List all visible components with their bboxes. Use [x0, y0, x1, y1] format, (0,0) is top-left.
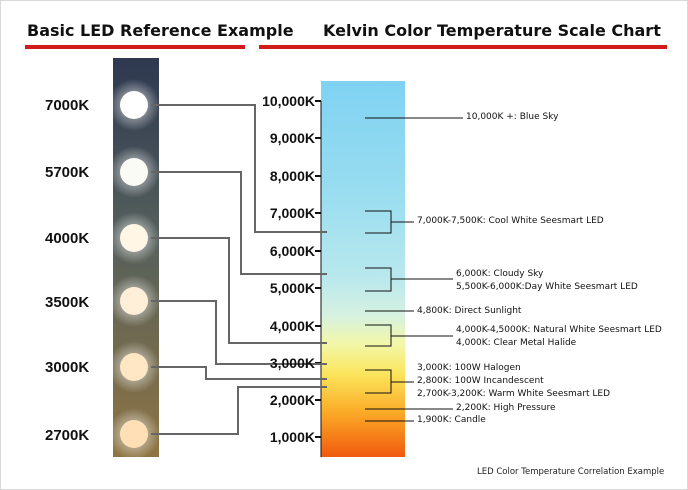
kelvin-scale-title: Kelvin Color Temperature Scale Chart	[323, 21, 661, 40]
tick-label-4000k: 4,000K	[269, 318, 315, 334]
note-cloudy-sky: 6,000K: Cloudy Sky	[456, 269, 544, 279]
led-group	[108, 79, 160, 460]
footer-caption: LED Color Temperature Correlation Exampl…	[477, 467, 665, 477]
note-day-white: 5,500K-6,000K:Day White Seesmart LED	[456, 282, 638, 292]
annotation-leaders	[365, 117, 463, 422]
tick-label-1000k: 1,000K	[269, 429, 315, 445]
led-2700k	[120, 420, 148, 448]
kelvin-color-bar	[321, 81, 405, 457]
tick-label-3000k: 3,000K	[269, 355, 315, 371]
note-incandescent: 2,800K: 100W Incandescent	[417, 376, 544, 386]
led-label-2700k: 2700K	[45, 427, 90, 444]
note-direct-sunlight: 4,800K: Direct Sunlight	[417, 306, 522, 316]
connector-5700k	[151, 171, 327, 275]
connector-4000k	[151, 237, 327, 344]
connector-3500k	[151, 300, 327, 365]
tick-label-7000k: 7,000K	[269, 205, 315, 221]
led-reference-title: Basic LED Reference Example	[27, 21, 294, 40]
led-7000k	[120, 91, 148, 119]
led-3500k	[120, 287, 148, 315]
note-cool-white: 7,000K-7,500K: Cool White Seesmart LED	[417, 216, 604, 226]
tick-label-8000k: 8,000K	[269, 168, 315, 184]
tick-label-9000k: 9,000K	[269, 130, 315, 146]
led-5700k	[120, 158, 148, 186]
note-halogen: 3,000K: 100W Halogen	[417, 363, 521, 373]
note-metal-halide: 4,000K: Clear Metal Halide	[456, 338, 577, 348]
tick-label-5000k: 5,000K	[269, 280, 315, 296]
note-high-pressure: 2,200K: High Pressure	[456, 403, 556, 413]
note-candle: 1,900K: Candle	[417, 415, 486, 425]
led-label-7000k: 7000K	[45, 97, 90, 114]
tick-label-10000k: 10,000K	[262, 93, 315, 109]
right-title-underline	[259, 45, 667, 49]
note-natural-white: 4,000K-4,5000K: Natural White Seesmart L…	[456, 325, 662, 335]
led-4000k	[120, 224, 148, 252]
left-title-underline	[25, 45, 245, 49]
tick-label-6000k: 6,000K	[269, 243, 315, 259]
led-label-3500k: 3500K	[45, 294, 90, 311]
tick-label-2000k: 2,000K	[269, 392, 315, 408]
connector-7000k	[151, 104, 327, 233]
led-3000k	[120, 353, 148, 381]
connector-lines	[151, 104, 327, 435]
connector-3000k	[151, 366, 327, 380]
led-label-4000k: 4000K	[45, 230, 90, 247]
scale-ticks	[315, 100, 321, 438]
note-warm-white: 2,700K-3,200K: Warm White Seesmart LED	[417, 389, 611, 399]
note-blue-sky: 10,000K +: Blue Sky	[466, 112, 559, 122]
led-label-5700k: 5700K	[45, 164, 90, 181]
led-label-3000k: 3000K	[45, 359, 90, 376]
connector-2700k	[151, 386, 327, 435]
